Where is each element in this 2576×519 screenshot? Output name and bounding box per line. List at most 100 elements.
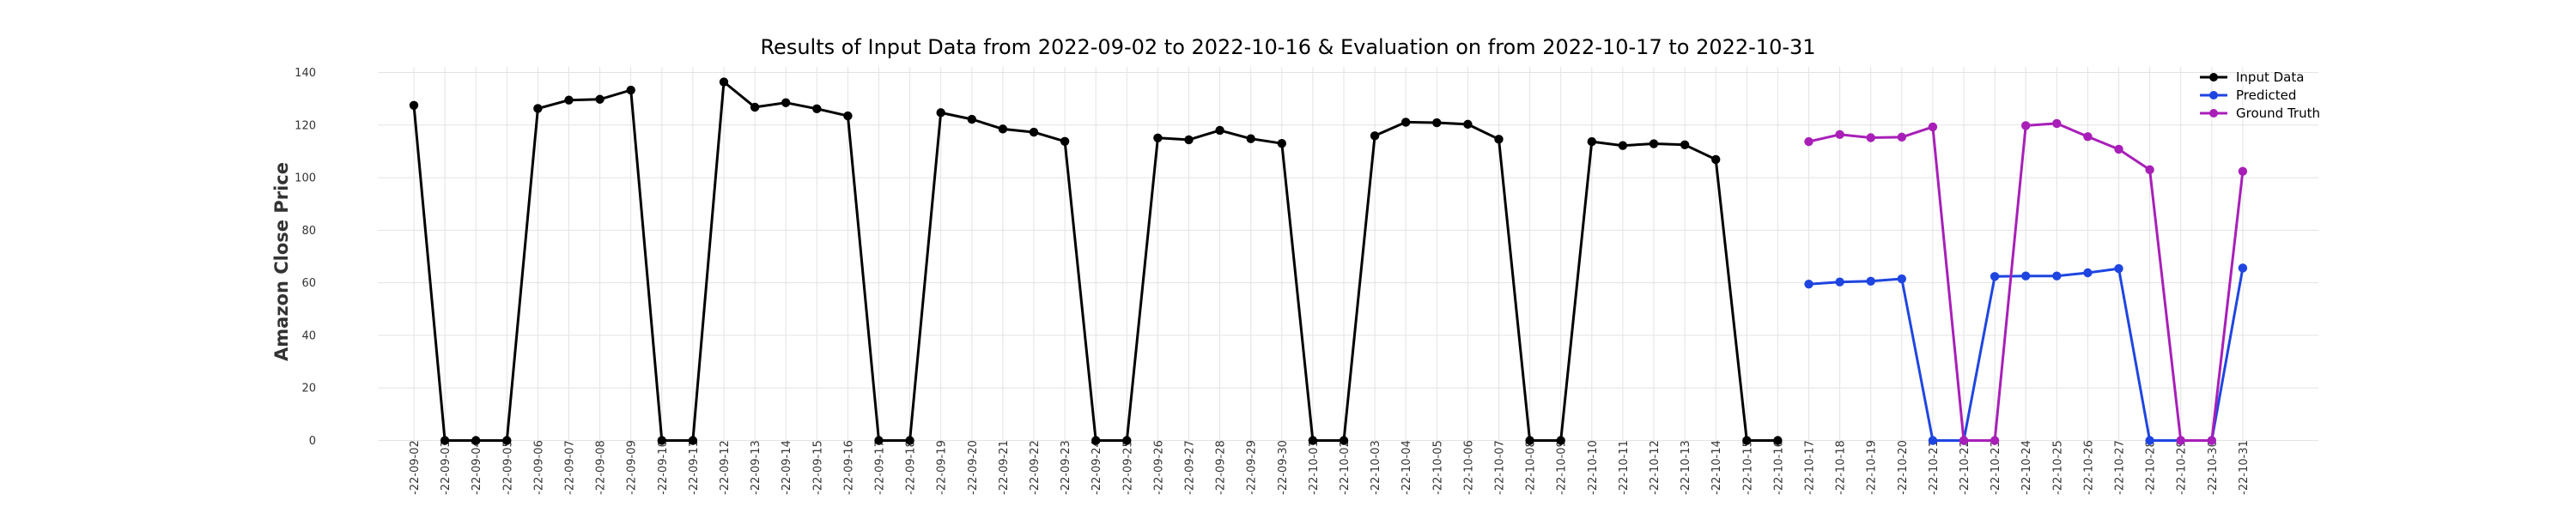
ground-truth-point (2207, 436, 2216, 445)
input-data-point (1029, 127, 1039, 137)
x-tick-label: -22-09-14 (781, 440, 793, 495)
x-tick-label: -22-10-31 (2238, 440, 2251, 495)
x-tick-label: -22-09-28 (1215, 440, 1228, 495)
x-tick-label: -22-09-27 (1184, 440, 1197, 495)
predicted-point (2052, 271, 2062, 281)
input-data-point (688, 436, 698, 445)
predicted-point (2238, 263, 2248, 273)
x-tick-label: -22-10-12 (1649, 440, 1662, 495)
y-tick-label: 80 (301, 225, 316, 238)
x-tick-label: -22-10-30 (2207, 440, 2220, 495)
input-data-point (1246, 134, 1255, 143)
chart-title: Results of Input Data from 2022-09-02 to… (760, 35, 1815, 59)
x-tick-label: -22-10-09 (1556, 440, 1569, 495)
x-tick-label: -22-10-21 (1928, 440, 1941, 495)
x-tick-label: -22-10-15 (1741, 440, 1754, 495)
input-data-point (626, 85, 635, 95)
x-tick-label: -22-09-24 (1091, 440, 1103, 495)
ground-truth-point (2114, 144, 2123, 154)
x-tick-label: -22-10-24 (2020, 440, 2033, 495)
input-data-point (843, 111, 853, 121)
x-tick-label: -22-10-19 (1866, 440, 1879, 495)
series-ground-truth (1804, 118, 2248, 445)
y-tick-label: 60 (301, 277, 316, 290)
legend-label: Predicted (2236, 88, 2296, 103)
ground-truth-point (2176, 436, 2185, 445)
input-data-point (595, 94, 605, 104)
x-tick-label: -22-10-17 (1804, 440, 1817, 495)
x-tick-label: -22-10-18 (1835, 440, 1848, 495)
input-data-point (1215, 125, 1224, 136)
legend-label: Ground Truth (2236, 106, 2320, 121)
series-group (409, 77, 2248, 445)
x-tick-label: -22-10-25 (2051, 440, 2064, 495)
predicted-point (1990, 272, 2000, 281)
input-data-point (1401, 118, 1411, 127)
input-data-point (440, 436, 450, 445)
ground-truth-point (2021, 121, 2031, 130)
legend-item-input-data: Input Data (2200, 69, 2304, 85)
ground-truth-point (2238, 166, 2248, 176)
x-tick-label: -22-10-26 (2082, 440, 2095, 495)
series-input-data (409, 77, 1783, 445)
input-data-point (1463, 119, 1473, 130)
x-tick-label: -22-10-29 (2176, 440, 2189, 495)
x-tick-label: -22-10-05 (1431, 440, 1444, 495)
predicted-point (1804, 279, 1814, 289)
input-data-point (1742, 436, 1752, 445)
x-tick-label: -22-09-15 (811, 440, 824, 495)
input-data-point (1525, 436, 1534, 445)
x-tick-label: -22-10-04 (1400, 440, 1413, 495)
x-tick-label: -22-10-11 (1618, 440, 1631, 495)
y-tick-label: 100 (295, 172, 316, 185)
input-data-point (564, 95, 574, 105)
x-tick-label: -22-10-14 (1710, 440, 1723, 495)
series-predicted (1804, 263, 2248, 445)
x-tick-label: -22-09-02 (409, 440, 422, 495)
x-axis-ticks: -22-09-02 -22-09-03 -22-09-04 -22-09-05 -22-… (409, 440, 2251, 495)
input-data-point (998, 124, 1008, 134)
x-tick-label: -22-09-30 (1277, 440, 1290, 495)
ground-truth-point (1804, 136, 1814, 147)
x-tick-label: -22-10-02 (1339, 440, 1352, 495)
input-data-point (1587, 136, 1597, 147)
predicted-point (2083, 268, 2093, 278)
input-data-point (1680, 140, 1690, 149)
x-tick-label: -22-10-06 (1462, 440, 1475, 495)
x-tick-label: -22-10-20 (1897, 440, 1910, 495)
y-axis-ticks: 0 20 40 60 80 100 120 140 (295, 67, 316, 448)
x-tick-label: -22-09-06 (532, 440, 545, 495)
input-data-point (750, 102, 760, 112)
x-tick-label: -22-09-29 (1246, 440, 1259, 495)
predicted-point (1897, 274, 1906, 284)
input-data-point (533, 104, 543, 113)
input-data-point (812, 104, 822, 113)
x-tick-label: -22-10-27 (2114, 440, 2127, 495)
x-tick-label: -22-09-10 (657, 440, 670, 495)
input-data-point (1060, 136, 1070, 146)
input-data-point (874, 436, 884, 445)
x-tick-label: -22-09-20 (967, 440, 980, 495)
legend-marker (2209, 73, 2218, 81)
input-data-point (967, 114, 977, 124)
input-data-point (1618, 141, 1628, 150)
x-tick-label: -22-10-03 (1370, 440, 1382, 495)
x-tick-label: -22-09-12 (719, 440, 732, 495)
input-data-point (1153, 133, 1163, 143)
legend-marker (2209, 109, 2218, 118)
ground-truth-point (1835, 130, 1844, 140)
x-tick-label: -22-09-26 (1152, 440, 1165, 495)
predicted-point (1928, 436, 1938, 445)
predicted-point (1835, 277, 1844, 287)
x-tick-label: -22-10-10 (1587, 440, 1600, 495)
input-data-point (471, 436, 481, 445)
input-data-point (1649, 139, 1659, 148)
x-tick-label: -22-09-04 (471, 440, 483, 495)
predicted-point (1866, 276, 1875, 287)
x-tick-label: -22-09-17 (874, 440, 887, 495)
ground-truth-point (2052, 118, 2062, 129)
input-data-point (1432, 118, 1442, 128)
x-tick-label: -22-09-21 (998, 440, 1011, 495)
legend-label: Input Data (2236, 69, 2304, 85)
